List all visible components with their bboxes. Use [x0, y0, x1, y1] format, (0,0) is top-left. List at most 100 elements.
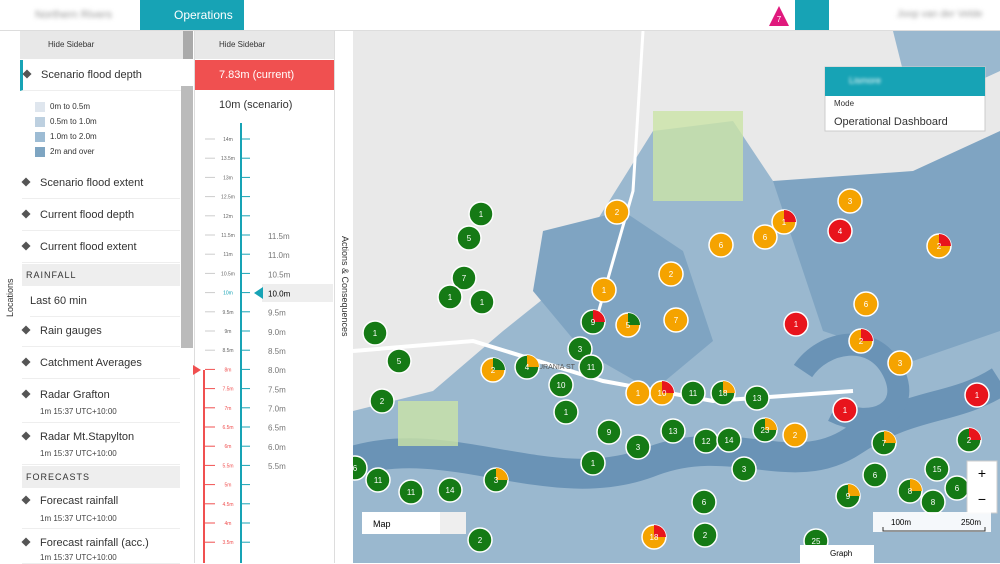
marker[interactable]: 9: [580, 309, 606, 335]
marker[interactable]: 2: [782, 422, 808, 448]
marker[interactable]: 14: [716, 427, 742, 453]
hide-sidebar[interactable]: Hide Sidebar: [219, 40, 266, 49]
marker[interactable]: 2: [604, 199, 630, 225]
marker[interactable]: 6: [853, 291, 879, 317]
marker[interactable]: 3: [887, 350, 913, 376]
marker-label: 6: [955, 484, 960, 493]
marker-label: 8: [931, 498, 936, 507]
layer[interactable]: Radar Grafton: [40, 389, 110, 401]
marker[interactable]: 10: [649, 380, 675, 406]
zoom-in[interactable]: +: [978, 465, 986, 481]
marker[interactable]: 13: [660, 418, 686, 444]
marker[interactable]: 3: [837, 188, 863, 214]
marker[interactable]: 2: [658, 261, 684, 287]
marker[interactable]: 10: [548, 372, 574, 398]
marker[interactable]: 2: [369, 388, 395, 414]
marker[interactable]: 11: [365, 467, 391, 493]
zoom-out[interactable]: −: [978, 491, 986, 507]
marker[interactable]: 8: [920, 489, 946, 515]
marker-label: 9: [607, 428, 612, 437]
marker-label: 2: [669, 270, 674, 279]
layer[interactable]: Rain gauges: [40, 325, 102, 337]
marker[interactable]: 2: [926, 233, 952, 259]
marker[interactable]: 11: [398, 479, 424, 505]
marker[interactable]: 1: [964, 382, 990, 408]
marker[interactable]: 23: [752, 417, 778, 443]
actions-tab[interactable]: Actions & Consequences: [334, 31, 354, 563]
hide-sidebar[interactable]: Hide Sidebar: [48, 40, 95, 49]
layer[interactable]: Scenario flood depth: [41, 69, 142, 81]
user[interactable]: Joop van der Velde: [897, 9, 983, 20]
marker[interactable]: 1: [832, 397, 858, 423]
marker[interactable]: 6: [752, 224, 778, 250]
marker[interactable]: 4: [514, 354, 540, 380]
marker[interactable]: 7: [663, 307, 689, 333]
marker[interactable]: 11: [578, 354, 604, 380]
marker[interactable]: 2: [956, 427, 982, 453]
marker[interactable]: 9: [596, 419, 622, 445]
marker[interactable]: 1: [553, 399, 579, 425]
marker[interactable]: 3: [625, 434, 651, 460]
layer[interactable]: Forecast rainfall: [40, 495, 119, 507]
marker[interactable]: 7: [451, 265, 477, 291]
marker[interactable]: 8: [897, 478, 923, 504]
marker[interactable]: 18: [710, 380, 736, 406]
marker-dot: [708, 232, 734, 258]
alert[interactable]: 7: [768, 5, 790, 27]
marker[interactable]: 2: [480, 357, 506, 383]
layer[interactable]: Catchment Averages: [40, 357, 142, 369]
marker-label: 13: [669, 427, 678, 436]
street-label: URANIA ST: [538, 364, 576, 371]
layer[interactable]: Current flood extent: [40, 241, 137, 253]
marker[interactable]: 5: [615, 312, 641, 338]
marker[interactable]: 2: [848, 328, 874, 354]
marker-dot: [548, 372, 574, 398]
dropdown[interactable]: Last 60 min: [30, 286, 180, 317]
marker[interactable]: 11: [680, 380, 706, 406]
marker[interactable]: 4: [827, 218, 853, 244]
marker[interactable]: 6: [944, 475, 970, 501]
marker[interactable]: 1: [580, 450, 606, 476]
marker[interactable]: 1: [468, 201, 494, 227]
marker[interactable]: 1: [437, 284, 463, 310]
tab-label: Actions & Consequences: [340, 236, 350, 337]
marker[interactable]: 1: [469, 289, 495, 315]
layer[interactable]: Current flood depth: [40, 209, 135, 221]
marker[interactable]: 7: [871, 430, 897, 456]
marker-label: 10: [557, 381, 566, 390]
marker[interactable]: 13: [744, 385, 770, 411]
marker[interactable]: 3: [731, 456, 757, 482]
link-button[interactable]: [795, 0, 829, 30]
marker[interactable]: 12: [693, 428, 719, 454]
marker[interactable]: 3: [483, 467, 509, 493]
marker[interactable]: 9: [835, 483, 861, 509]
scenario-level[interactable]: 10m (scenario): [219, 99, 293, 111]
layer[interactable]: Scenario flood extent: [40, 177, 144, 189]
marker[interactable]: 2: [467, 527, 493, 553]
marker[interactable]: 1: [625, 380, 651, 406]
marker[interactable]: 1: [591, 277, 617, 303]
marker[interactable]: 18: [641, 524, 667, 550]
current-level[interactable]: 7.83m (current): [195, 60, 335, 90]
marker[interactable]: 15: [924, 456, 950, 482]
marker[interactable]: 6: [862, 462, 888, 488]
menu[interactable]: Operations: [140, 0, 244, 30]
layer[interactable]: Radar Mt.Stapylton: [40, 431, 135, 443]
marker[interactable]: 2: [692, 522, 718, 548]
layer[interactable]: Forecast rainfall (acc.): [40, 537, 149, 549]
locations-tab[interactable]: Locations: [0, 31, 21, 563]
marker[interactable]: 5: [456, 225, 482, 251]
marker[interactable]: 1: [783, 311, 809, 337]
card-value[interactable]: Operational Dashboard: [834, 116, 948, 128]
marker[interactable]: 6: [691, 489, 717, 515]
marker-dot: [580, 450, 606, 476]
marker[interactable]: 6: [708, 232, 734, 258]
marker[interactable]: 5: [386, 348, 412, 374]
marker[interactable]: 1: [362, 320, 388, 346]
marker[interactable]: 1: [771, 209, 797, 235]
marker[interactable]: 6: [353, 455, 368, 481]
marker[interactable]: 14: [437, 477, 463, 503]
graph-toggle[interactable]: Graph: [830, 549, 852, 558]
layer-select[interactable]: Map: [373, 519, 391, 529]
